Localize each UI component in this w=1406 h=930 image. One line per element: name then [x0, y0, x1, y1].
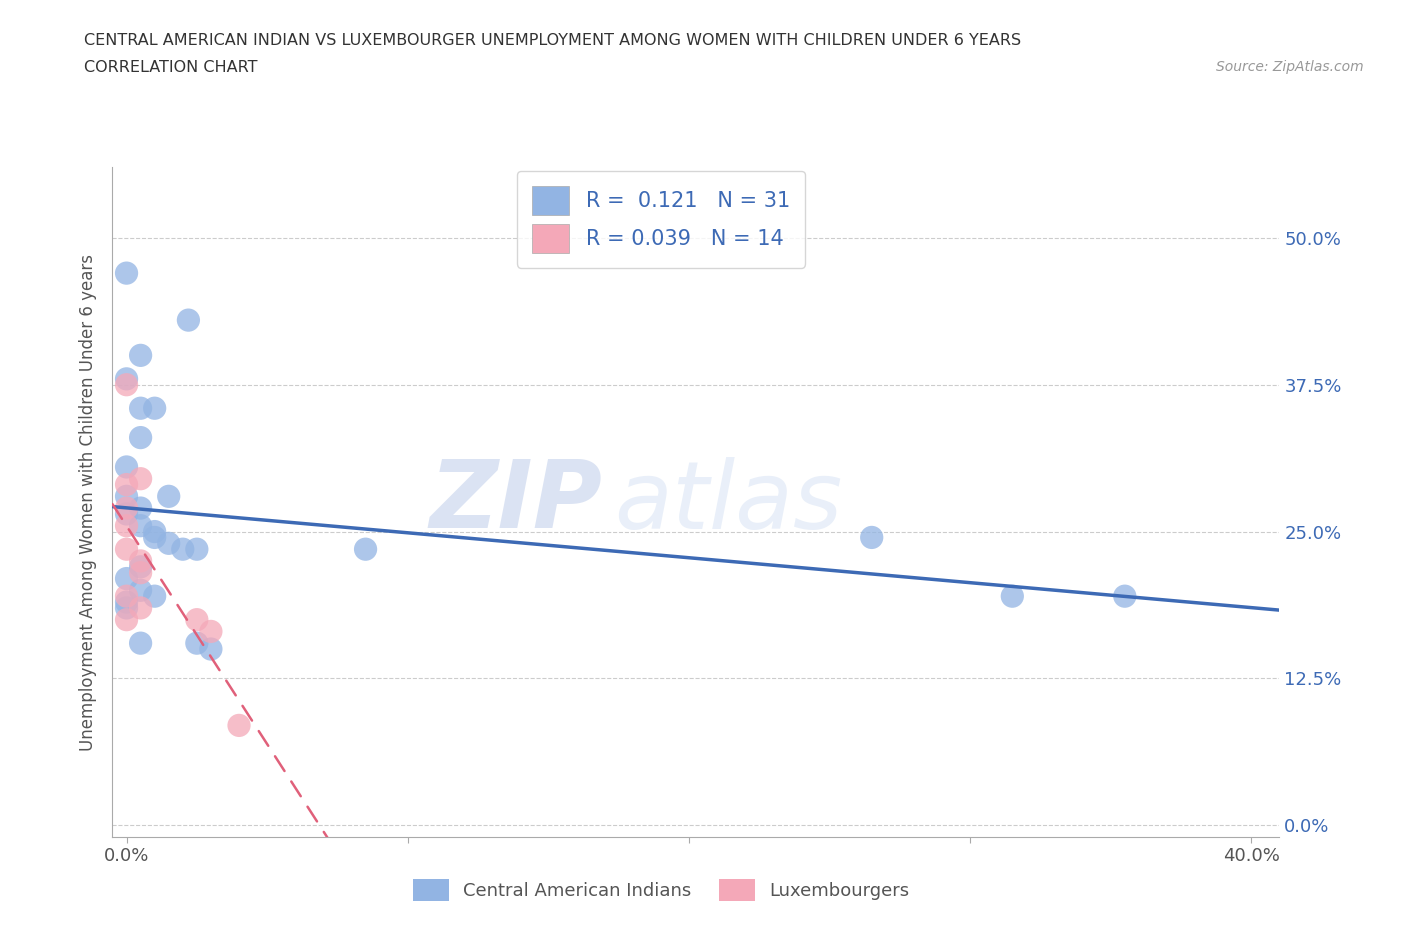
- Point: [129, 601, 152, 616]
- Point: [129, 583, 152, 598]
- Point: [186, 636, 208, 651]
- Text: Source: ZipAtlas.com: Source: ZipAtlas.com: [1216, 60, 1364, 74]
- Point: [143, 401, 166, 416]
- Point: [115, 266, 138, 281]
- Point: [115, 571, 138, 586]
- Point: [115, 507, 138, 522]
- Point: [129, 348, 152, 363]
- Point: [143, 589, 166, 604]
- Point: [129, 431, 152, 445]
- Point: [115, 589, 138, 604]
- Point: [200, 624, 222, 639]
- Point: [115, 594, 138, 609]
- Point: [354, 542, 377, 557]
- Point: [115, 371, 138, 386]
- Text: atlas: atlas: [614, 457, 842, 548]
- Legend: Central American Indians, Luxembourgers: Central American Indians, Luxembourgers: [405, 871, 917, 909]
- Text: CENTRAL AMERICAN INDIAN VS LUXEMBOURGER UNEMPLOYMENT AMONG WOMEN WITH CHILDREN U: CENTRAL AMERICAN INDIAN VS LUXEMBOURGER …: [84, 33, 1022, 47]
- Point: [157, 489, 180, 504]
- Point: [129, 472, 152, 486]
- Point: [115, 489, 138, 504]
- Point: [200, 642, 222, 657]
- Point: [129, 553, 152, 568]
- Point: [115, 542, 138, 557]
- Point: [115, 518, 138, 533]
- Point: [157, 536, 180, 551]
- Point: [1001, 589, 1024, 604]
- Point: [143, 525, 166, 539]
- Text: CORRELATION CHART: CORRELATION CHART: [84, 60, 257, 75]
- Point: [115, 459, 138, 474]
- Point: [1114, 589, 1136, 604]
- Point: [129, 401, 152, 416]
- Point: [115, 612, 138, 627]
- Point: [115, 477, 138, 492]
- Point: [143, 530, 166, 545]
- Point: [129, 636, 152, 651]
- Point: [186, 542, 208, 557]
- Point: [186, 612, 208, 627]
- Point: [115, 500, 138, 515]
- Text: ZIP: ZIP: [430, 457, 603, 548]
- Point: [228, 718, 250, 733]
- Point: [860, 530, 883, 545]
- Y-axis label: Unemployment Among Women with Children Under 6 years: Unemployment Among Women with Children U…: [79, 254, 97, 751]
- Point: [129, 500, 152, 515]
- Point: [129, 565, 152, 580]
- Point: [115, 378, 138, 392]
- Point: [129, 518, 152, 533]
- Point: [172, 542, 194, 557]
- Point: [177, 312, 200, 327]
- Point: [115, 601, 138, 616]
- Point: [129, 559, 152, 574]
